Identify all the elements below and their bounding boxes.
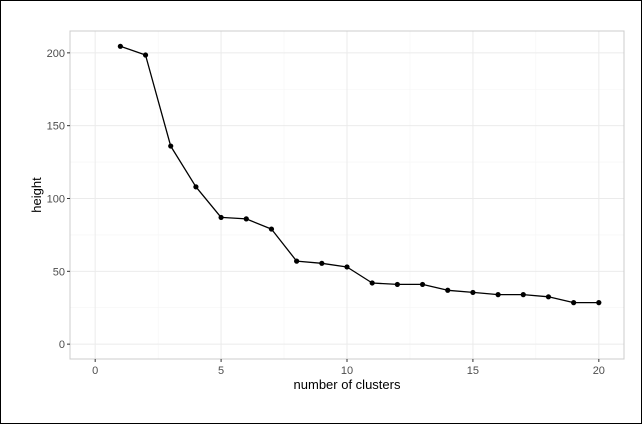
y-tick-label: 50 <box>53 266 65 278</box>
data-point <box>445 287 451 293</box>
data-point <box>294 258 300 264</box>
data-point <box>470 289 476 296</box>
x-tick-label: 5 <box>218 365 224 377</box>
data-point <box>571 300 577 306</box>
data-point <box>419 281 426 288</box>
y-tick-label: 200 <box>47 48 65 60</box>
y-axis-title: height <box>29 177 44 213</box>
x-axis-title: number of clusters <box>294 377 401 392</box>
x-tick-label: 20 <box>593 365 605 377</box>
series-line <box>120 45 599 304</box>
data-point <box>344 264 350 270</box>
data-point <box>268 226 275 232</box>
y-tick-label: 100 <box>47 193 65 205</box>
data-point <box>394 281 400 288</box>
data-point <box>545 294 552 300</box>
data-point <box>319 260 325 266</box>
data-point <box>369 280 375 286</box>
data-point <box>520 292 526 298</box>
data-point <box>117 43 123 49</box>
x-tick-label: 0 <box>92 365 98 377</box>
data-point <box>495 292 501 298</box>
x-tick-label: 10 <box>341 365 353 377</box>
y-tick-label: 0 <box>59 339 65 351</box>
data-point <box>142 52 149 58</box>
y-axis: 0 50 100 150 200 <box>47 48 70 351</box>
x-tick-label: 15 <box>467 365 479 377</box>
data-point <box>168 143 174 149</box>
data-point <box>193 184 199 190</box>
x-axis: 0 5 10 15 20 <box>92 359 605 377</box>
data-point <box>243 216 249 222</box>
data-point <box>218 214 224 221</box>
series-group <box>117 43 602 306</box>
data-point <box>596 300 602 306</box>
y-tick-label: 150 <box>47 121 65 133</box>
